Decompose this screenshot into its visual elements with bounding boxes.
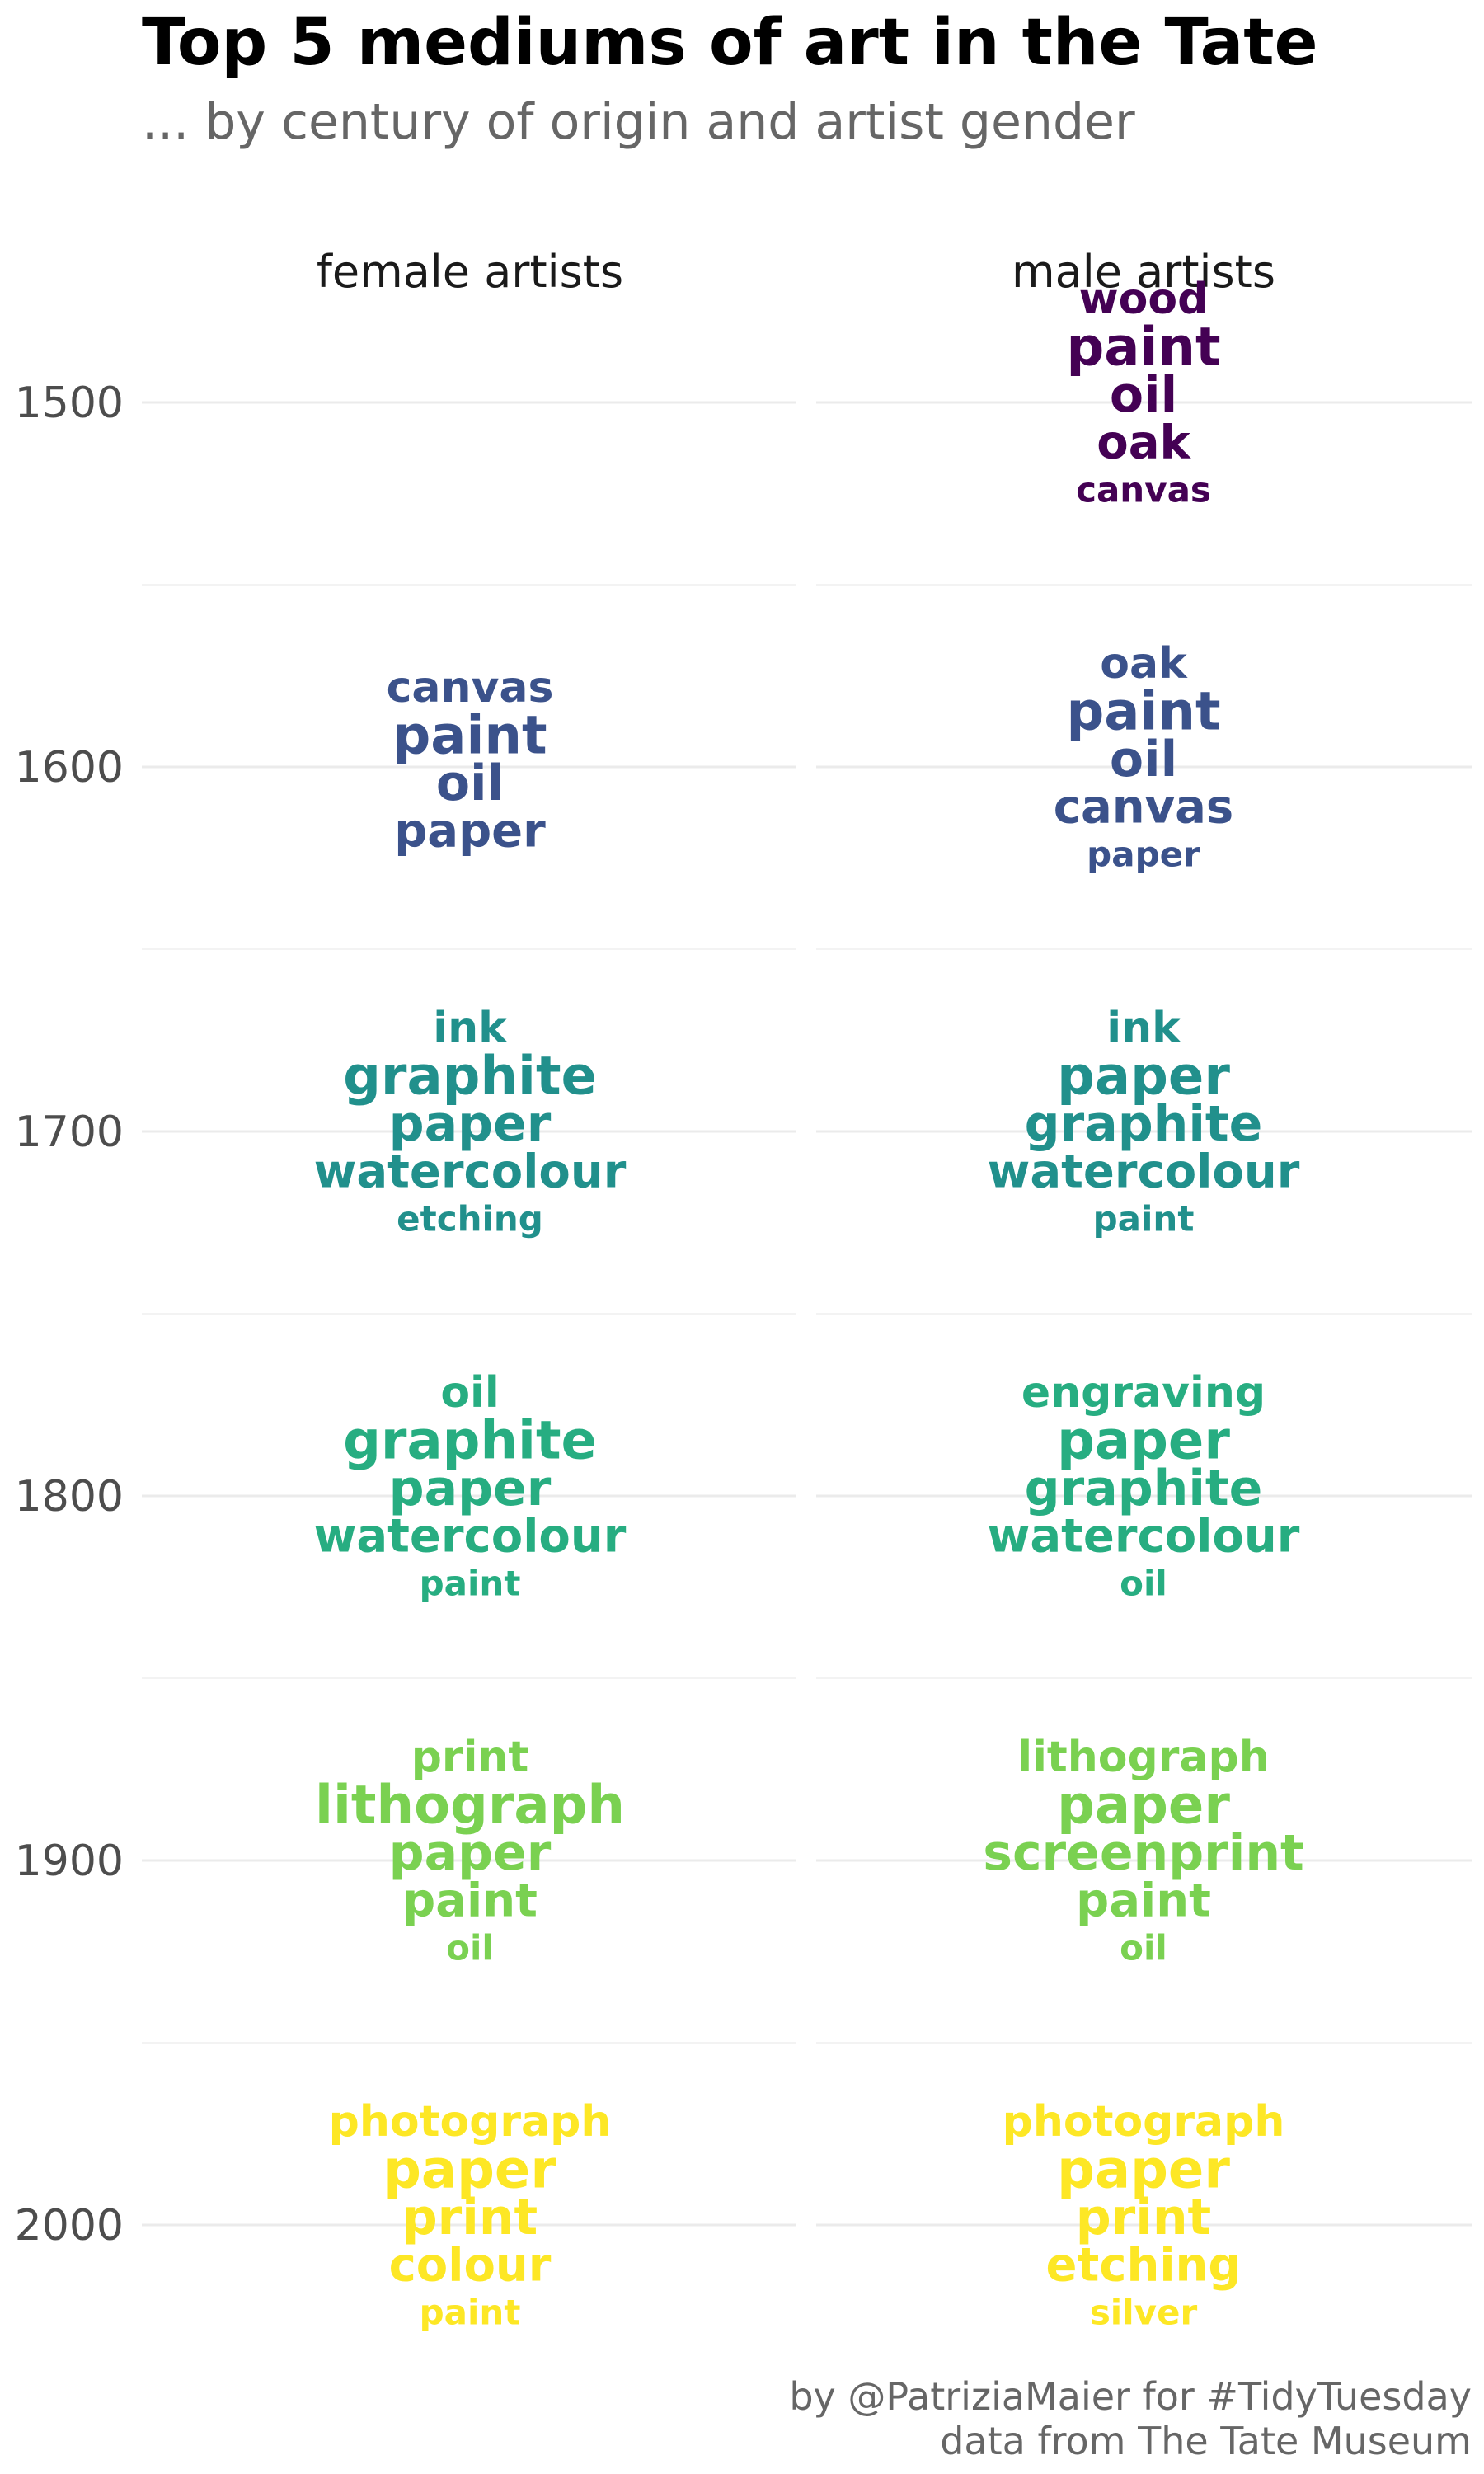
word-watercolour-1700-male: watercolour — [988, 1145, 1300, 1199]
word-etching-2000-male: etching — [1046, 2239, 1242, 2293]
gridlines — [142, 401, 1472, 2227]
word-oil-1600-male: oil — [1110, 731, 1177, 788]
y-tick-label: 1900 — [15, 1837, 124, 1886]
word-watercolour-1800-female: watercolour — [314, 1510, 627, 1564]
word-ink-1700-female: ink — [433, 1004, 508, 1053]
word-paper-1900-female: paper — [389, 1824, 552, 1882]
word-paper-1900-male: paper — [1057, 1775, 1230, 1836]
word-oil-1900-female: oil — [446, 1928, 494, 1968]
word-watercolour-1800-male: watercolour — [988, 1510, 1300, 1564]
word-lithograph-1900-male: lithograph — [1017, 1733, 1269, 1782]
word-paper-1600-female: paper — [394, 805, 546, 858]
word-oak-1600-male: oak — [1100, 639, 1188, 689]
word-paper-2000-female: paper — [383, 2139, 556, 2200]
caption-credit: by @PatriziaMaier for #TidyTuesday — [789, 2374, 1472, 2419]
word-engraving-1800-male: engraving — [1021, 1368, 1266, 1418]
word-paper-1800-female: paper — [389, 1460, 552, 1517]
word-paper-2000-male: paper — [1057, 2139, 1230, 2200]
word-graphite-1800-male: graphite — [1025, 1460, 1263, 1517]
y-tick-label: 1800 — [15, 1472, 124, 1522]
word-wood-1500-male: wood — [1079, 275, 1209, 324]
word-oil-1600-female: oil — [436, 755, 504, 812]
chart-subtitle: ... by century of origin and artist gend… — [142, 93, 1135, 151]
word-canvas-1500-male: canvas — [1076, 470, 1211, 510]
facet-label-female: female artists — [317, 246, 623, 298]
word-ink-1700-male: ink — [1106, 1004, 1181, 1053]
word-paper-1800-male: paper — [1057, 1410, 1230, 1471]
word-etching-1700-female: etching — [397, 1199, 543, 1239]
word-clouds: woodpaintoiloakcanvascanvaspaintoilpaper… — [314, 275, 1304, 2333]
y-tick-label: 2000 — [15, 2201, 124, 2251]
facet-label-male: male artists — [1012, 246, 1275, 298]
word-print-2000-female: print — [402, 2189, 538, 2246]
word-oil-1500-male: oil — [1110, 366, 1177, 424]
word-oak-1500-male: oak — [1097, 416, 1191, 470]
word-paper-1700-female: paper — [389, 1095, 552, 1153]
word-silver-2000-male: silver — [1090, 2293, 1198, 2333]
word-paint-1700-male: paint — [1093, 1199, 1195, 1239]
word-oil-1800-female: oil — [440, 1368, 499, 1418]
word-paint-1800-female: paint — [420, 1564, 521, 1604]
word-graphite-1700-female: graphite — [343, 1046, 597, 1107]
word-photograph-2000-female: photograph — [329, 2097, 612, 2147]
word-canvas-1600-female: canvas — [387, 663, 554, 713]
word-print-1900-female: print — [411, 1733, 529, 1782]
word-paint-2000-female: paint — [420, 2293, 521, 2333]
word-oil-1800-male: oil — [1120, 1564, 1167, 1604]
word-colour-2000-female: colour — [389, 2239, 552, 2293]
word-photograph-2000-male: photograph — [1003, 2097, 1285, 2147]
word-paint-1600-male: paint — [1066, 681, 1220, 742]
word-canvas-1600-male: canvas — [1054, 781, 1233, 835]
chart-title: Top 5 mediums of art in the Tate — [142, 6, 1317, 80]
word-paint-1900-male: paint — [1076, 1874, 1211, 1928]
word-oil-1900-male: oil — [1120, 1928, 1167, 1968]
word-graphite-1700-male: graphite — [1025, 1095, 1263, 1153]
word-lithograph-1900-female: lithograph — [315, 1775, 625, 1836]
word-paper-1700-male: paper — [1057, 1046, 1230, 1107]
y-axis-tick-labels: 1500 1600 1700 1800 1900 2000 — [15, 379, 124, 2251]
word-watercolour-1700-female: watercolour — [314, 1145, 627, 1199]
word-paint-1500-male: paint — [1066, 317, 1220, 378]
word-print-2000-male: print — [1076, 2189, 1212, 2246]
word-screenprint-1900-male: screenprint — [983, 1824, 1303, 1882]
word-paper-1600-male: paper — [1087, 835, 1200, 875]
y-tick-label: 1600 — [15, 743, 124, 793]
word-graphite-1800-female: graphite — [343, 1410, 597, 1471]
word-paint-1600-female: paint — [392, 705, 547, 766]
y-tick-label: 1500 — [15, 379, 124, 428]
y-tick-label: 1700 — [15, 1108, 124, 1157]
word-paint-1900-female: paint — [402, 1874, 538, 1928]
caption-source: data from The Tate Museum — [940, 2419, 1472, 2463]
